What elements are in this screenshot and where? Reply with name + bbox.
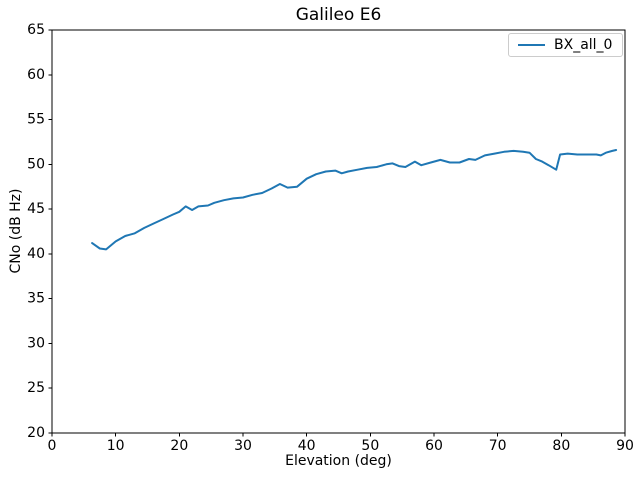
x-tick-label: 90 [616, 438, 634, 454]
y-tick-label: 20 [27, 425, 45, 441]
y-tick-label: 45 [27, 201, 45, 217]
x-tick-label: 10 [107, 438, 125, 454]
series-line [91, 149, 618, 251]
y-tick-label: 50 [27, 156, 45, 172]
y-tick-label: 60 [27, 67, 45, 83]
x-axis-label: Elevation (deg) [285, 453, 392, 469]
legend-line-sample [518, 44, 545, 46]
y-axis-label: CNo (dB Hz) [8, 188, 24, 274]
x-tick-label: 30 [234, 438, 252, 454]
legend: BX_all_0 [508, 33, 624, 57]
x-tick-label: 70 [489, 438, 507, 454]
x-tick-label: 60 [425, 438, 443, 454]
y-tick-label: 65 [27, 22, 45, 38]
x-tick-label: 0 [48, 438, 57, 454]
y-tick-label: 40 [27, 246, 45, 262]
figure-title: Galileo E6 [295, 5, 382, 25]
x-tick-label: 40 [298, 438, 316, 454]
x-tick-label: 50 [361, 438, 379, 454]
plot-frame [51, 29, 626, 434]
y-tick-label: 30 [27, 335, 45, 351]
x-tick-label: 20 [170, 438, 188, 454]
legend-entry-label: BX_all_0 [554, 37, 613, 53]
y-tick-label: 25 [27, 380, 45, 396]
x-tick-label: 80 [552, 438, 570, 454]
y-tick-label: 55 [27, 112, 45, 128]
y-tick-label: 35 [27, 291, 45, 307]
